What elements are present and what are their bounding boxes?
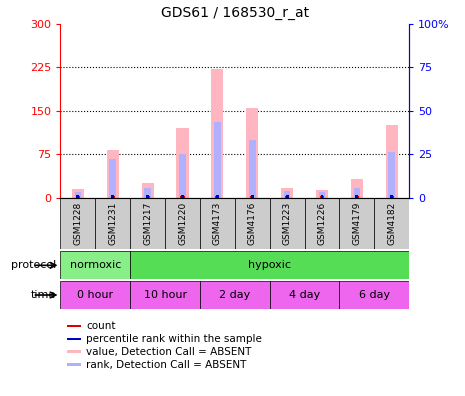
Text: 2 day: 2 day: [219, 290, 251, 300]
Bar: [200, 281, 270, 309]
Text: 6 day: 6 day: [359, 290, 390, 300]
Bar: [214, 122, 221, 198]
Text: value, Detection Call = ABSENT: value, Detection Call = ABSENT: [86, 347, 252, 357]
Text: GSM1220: GSM1220: [178, 202, 187, 246]
Text: protocol: protocol: [11, 260, 56, 270]
Text: GSM1223: GSM1223: [283, 202, 292, 246]
Bar: [285, 196, 289, 198]
Bar: [284, 191, 291, 198]
Bar: [353, 188, 360, 198]
Bar: [305, 198, 339, 249]
Bar: [144, 188, 151, 198]
Bar: [216, 195, 219, 198]
Text: time: time: [31, 290, 56, 300]
Bar: [111, 196, 115, 198]
Bar: [109, 158, 116, 198]
Bar: [200, 198, 235, 249]
Bar: [74, 192, 81, 198]
Bar: [316, 190, 328, 198]
Bar: [249, 140, 256, 198]
Text: GSM1231: GSM1231: [108, 202, 117, 246]
Bar: [250, 196, 254, 198]
Text: GSM1217: GSM1217: [143, 202, 152, 246]
Bar: [95, 198, 130, 249]
Bar: [67, 350, 81, 353]
Bar: [385, 126, 398, 198]
Bar: [320, 196, 324, 198]
Bar: [270, 281, 339, 309]
Bar: [390, 195, 393, 198]
Bar: [106, 150, 119, 198]
Bar: [251, 195, 254, 198]
Bar: [146, 195, 149, 198]
Bar: [339, 198, 374, 249]
Bar: [235, 198, 270, 249]
Bar: [286, 195, 289, 198]
Text: GSM1226: GSM1226: [318, 202, 326, 246]
Bar: [130, 281, 200, 309]
Bar: [67, 337, 81, 340]
Text: GSM4176: GSM4176: [248, 202, 257, 246]
Text: hypoxic: hypoxic: [248, 260, 291, 270]
Text: 4 day: 4 day: [289, 290, 320, 300]
Bar: [67, 363, 81, 366]
Bar: [76, 195, 80, 198]
Bar: [60, 198, 95, 249]
Bar: [76, 196, 80, 198]
Bar: [388, 152, 395, 198]
Bar: [60, 281, 130, 309]
Bar: [130, 251, 409, 279]
Bar: [130, 198, 165, 249]
Text: GSM4173: GSM4173: [213, 202, 222, 246]
Bar: [180, 196, 185, 198]
Bar: [211, 69, 224, 198]
Bar: [319, 192, 326, 198]
Text: GSM4179: GSM4179: [352, 202, 361, 246]
Bar: [111, 195, 114, 198]
Bar: [67, 325, 81, 327]
Text: normoxic: normoxic: [70, 260, 121, 270]
Title: GDS61 / 168530_r_at: GDS61 / 168530_r_at: [161, 6, 309, 20]
Bar: [355, 195, 359, 198]
Bar: [165, 198, 200, 249]
Text: GSM4182: GSM4182: [387, 202, 396, 246]
Text: percentile rank within the sample: percentile rank within the sample: [86, 334, 262, 344]
Bar: [146, 196, 150, 198]
Bar: [246, 108, 259, 198]
Bar: [60, 251, 130, 279]
Bar: [390, 196, 394, 198]
Text: 10 hour: 10 hour: [144, 290, 186, 300]
Bar: [72, 189, 84, 198]
Bar: [270, 198, 305, 249]
Text: rank, Detection Call = ABSENT: rank, Detection Call = ABSENT: [86, 360, 246, 370]
Bar: [179, 154, 186, 198]
Bar: [141, 183, 154, 198]
Bar: [374, 198, 409, 249]
Bar: [351, 179, 363, 198]
Text: GSM1228: GSM1228: [73, 202, 82, 246]
Text: 0 hour: 0 hour: [77, 290, 113, 300]
Bar: [339, 281, 409, 309]
Bar: [176, 128, 189, 198]
Text: count: count: [86, 321, 116, 331]
Bar: [215, 196, 219, 198]
Bar: [281, 188, 293, 198]
Bar: [181, 195, 184, 198]
Bar: [320, 195, 324, 198]
Bar: [355, 196, 359, 198]
